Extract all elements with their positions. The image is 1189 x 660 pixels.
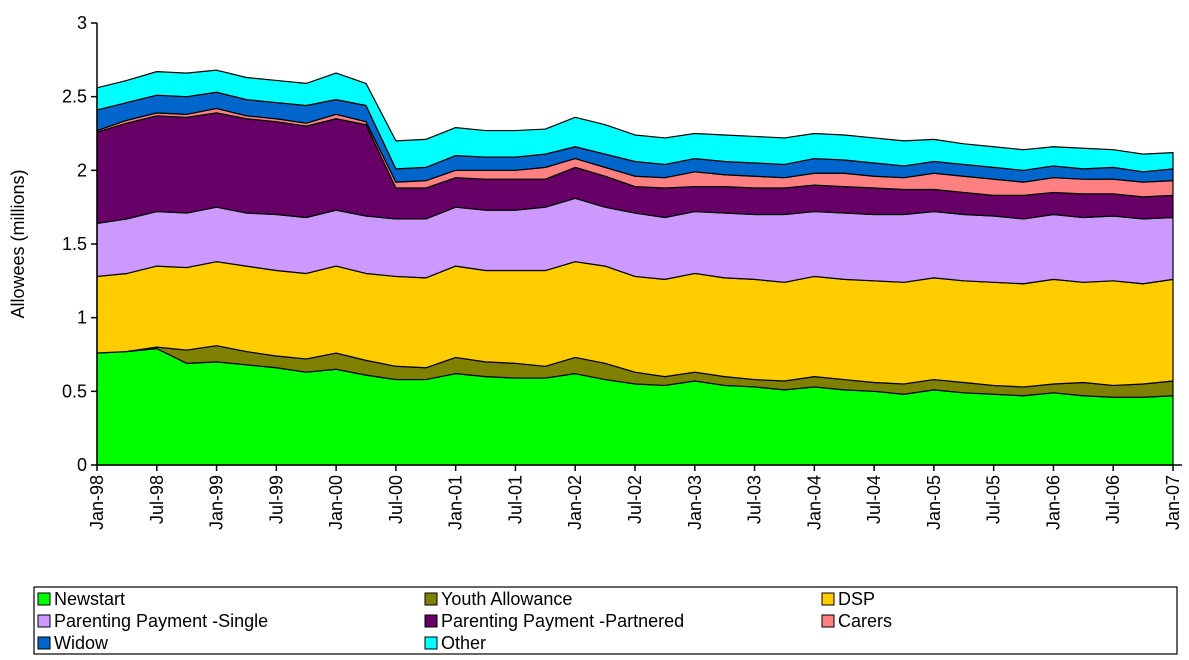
legend-swatch [37,614,51,628]
legend-swatch [424,636,438,650]
legend-swatch [37,592,51,606]
x-tick-label: Jul-99 [266,475,286,524]
legend-box [33,586,1178,655]
y-tick-label: 1 [77,308,87,328]
x-tick-label: Jul-98 [147,475,167,524]
x-tick-label: Jan-01 [446,475,466,530]
legend-swatch [37,636,51,650]
y-tick-label: 0.5 [62,381,87,401]
x-tick-label: Jan-03 [685,475,705,530]
x-tick-label: Jan-99 [207,475,227,530]
x-tick-label: Jul-06 [1103,475,1123,524]
x-tick-label: Jan-02 [565,475,585,530]
x-tick-label: Jan-00 [326,475,346,530]
legend-swatch [821,614,835,628]
y-tick-label: 1.5 [62,234,87,254]
y-tick-label: 2.5 [62,87,87,107]
legend-swatch [424,614,438,628]
y-tick-label: 2 [77,160,87,180]
legend-label: Parenting Payment -Single [54,611,268,631]
x-tick-label: Jul-03 [745,475,765,524]
legend-label: Youth Allowance [441,589,572,609]
y-tick-label: 0 [77,455,87,475]
legend-swatch [424,592,438,606]
x-tick-label: Jan-98 [87,475,107,530]
y-axis-title: Allowees (millions) [8,169,28,318]
x-tick-label: Jul-02 [625,475,645,524]
area [96,69,1174,173]
x-tick-label: Jul-00 [386,475,406,524]
x-tick-label: Jan-04 [804,475,824,530]
legend-label: Newstart [54,589,125,609]
x-tick-label: Jan-07 [1163,475,1183,530]
legend-label: Carers [838,611,892,631]
x-tick-label: Jul-05 [984,475,1004,524]
x-tick-label: Jul-01 [505,475,525,524]
legend-label: Parenting Payment -Partnered [441,611,684,631]
y-tick-label: 3 [77,13,87,33]
x-tick-label: Jan-05 [924,475,944,530]
legend-swatch [821,592,835,606]
legend-label: Other [441,633,486,653]
x-tick-label: Jan-06 [1043,475,1063,530]
legend-label: DSP [838,589,875,609]
legend-label: Widow [54,633,109,653]
x-tick-label: Jul-04 [864,475,884,524]
